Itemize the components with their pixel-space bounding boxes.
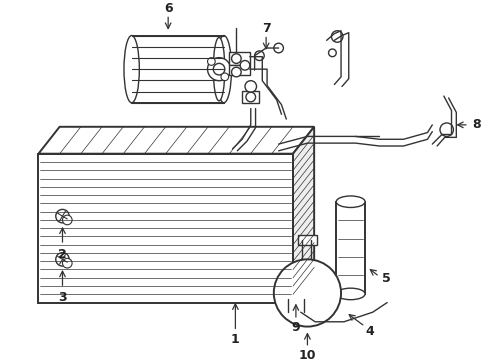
Text: 3: 3: [58, 291, 67, 304]
Bar: [288, 287, 304, 299]
Circle shape: [274, 259, 341, 327]
Circle shape: [213, 63, 225, 75]
Text: 4: 4: [366, 325, 374, 338]
Bar: [39, 154, 293, 302]
Circle shape: [232, 67, 241, 77]
Circle shape: [255, 51, 264, 60]
Bar: [298, 235, 317, 245]
Polygon shape: [39, 127, 314, 154]
Circle shape: [56, 253, 69, 266]
Text: 8: 8: [472, 118, 481, 131]
Text: 9: 9: [292, 321, 300, 334]
Circle shape: [274, 43, 283, 53]
Circle shape: [283, 288, 293, 298]
Polygon shape: [293, 127, 314, 302]
Circle shape: [329, 49, 336, 57]
Circle shape: [208, 58, 215, 65]
Circle shape: [440, 123, 453, 136]
Ellipse shape: [216, 36, 232, 103]
Ellipse shape: [336, 196, 365, 207]
Circle shape: [246, 92, 256, 102]
Circle shape: [63, 258, 72, 268]
Circle shape: [56, 210, 69, 223]
Ellipse shape: [336, 288, 365, 300]
Circle shape: [245, 81, 257, 92]
Circle shape: [221, 73, 229, 81]
Circle shape: [299, 288, 308, 298]
Bar: [336, 202, 365, 294]
Ellipse shape: [213, 37, 225, 101]
Text: 6: 6: [164, 2, 172, 15]
Circle shape: [208, 58, 231, 81]
Circle shape: [63, 215, 72, 225]
Bar: [229, 65, 250, 75]
Bar: [229, 52, 250, 65]
Circle shape: [331, 31, 343, 42]
Circle shape: [240, 60, 250, 70]
Bar: [242, 91, 259, 103]
Text: 10: 10: [299, 349, 316, 360]
Bar: [132, 36, 224, 103]
Ellipse shape: [124, 36, 139, 103]
Text: 2: 2: [58, 248, 67, 261]
Text: 1: 1: [231, 333, 240, 346]
Text: 7: 7: [262, 22, 270, 35]
Circle shape: [232, 54, 241, 63]
Text: 5: 5: [382, 272, 391, 285]
